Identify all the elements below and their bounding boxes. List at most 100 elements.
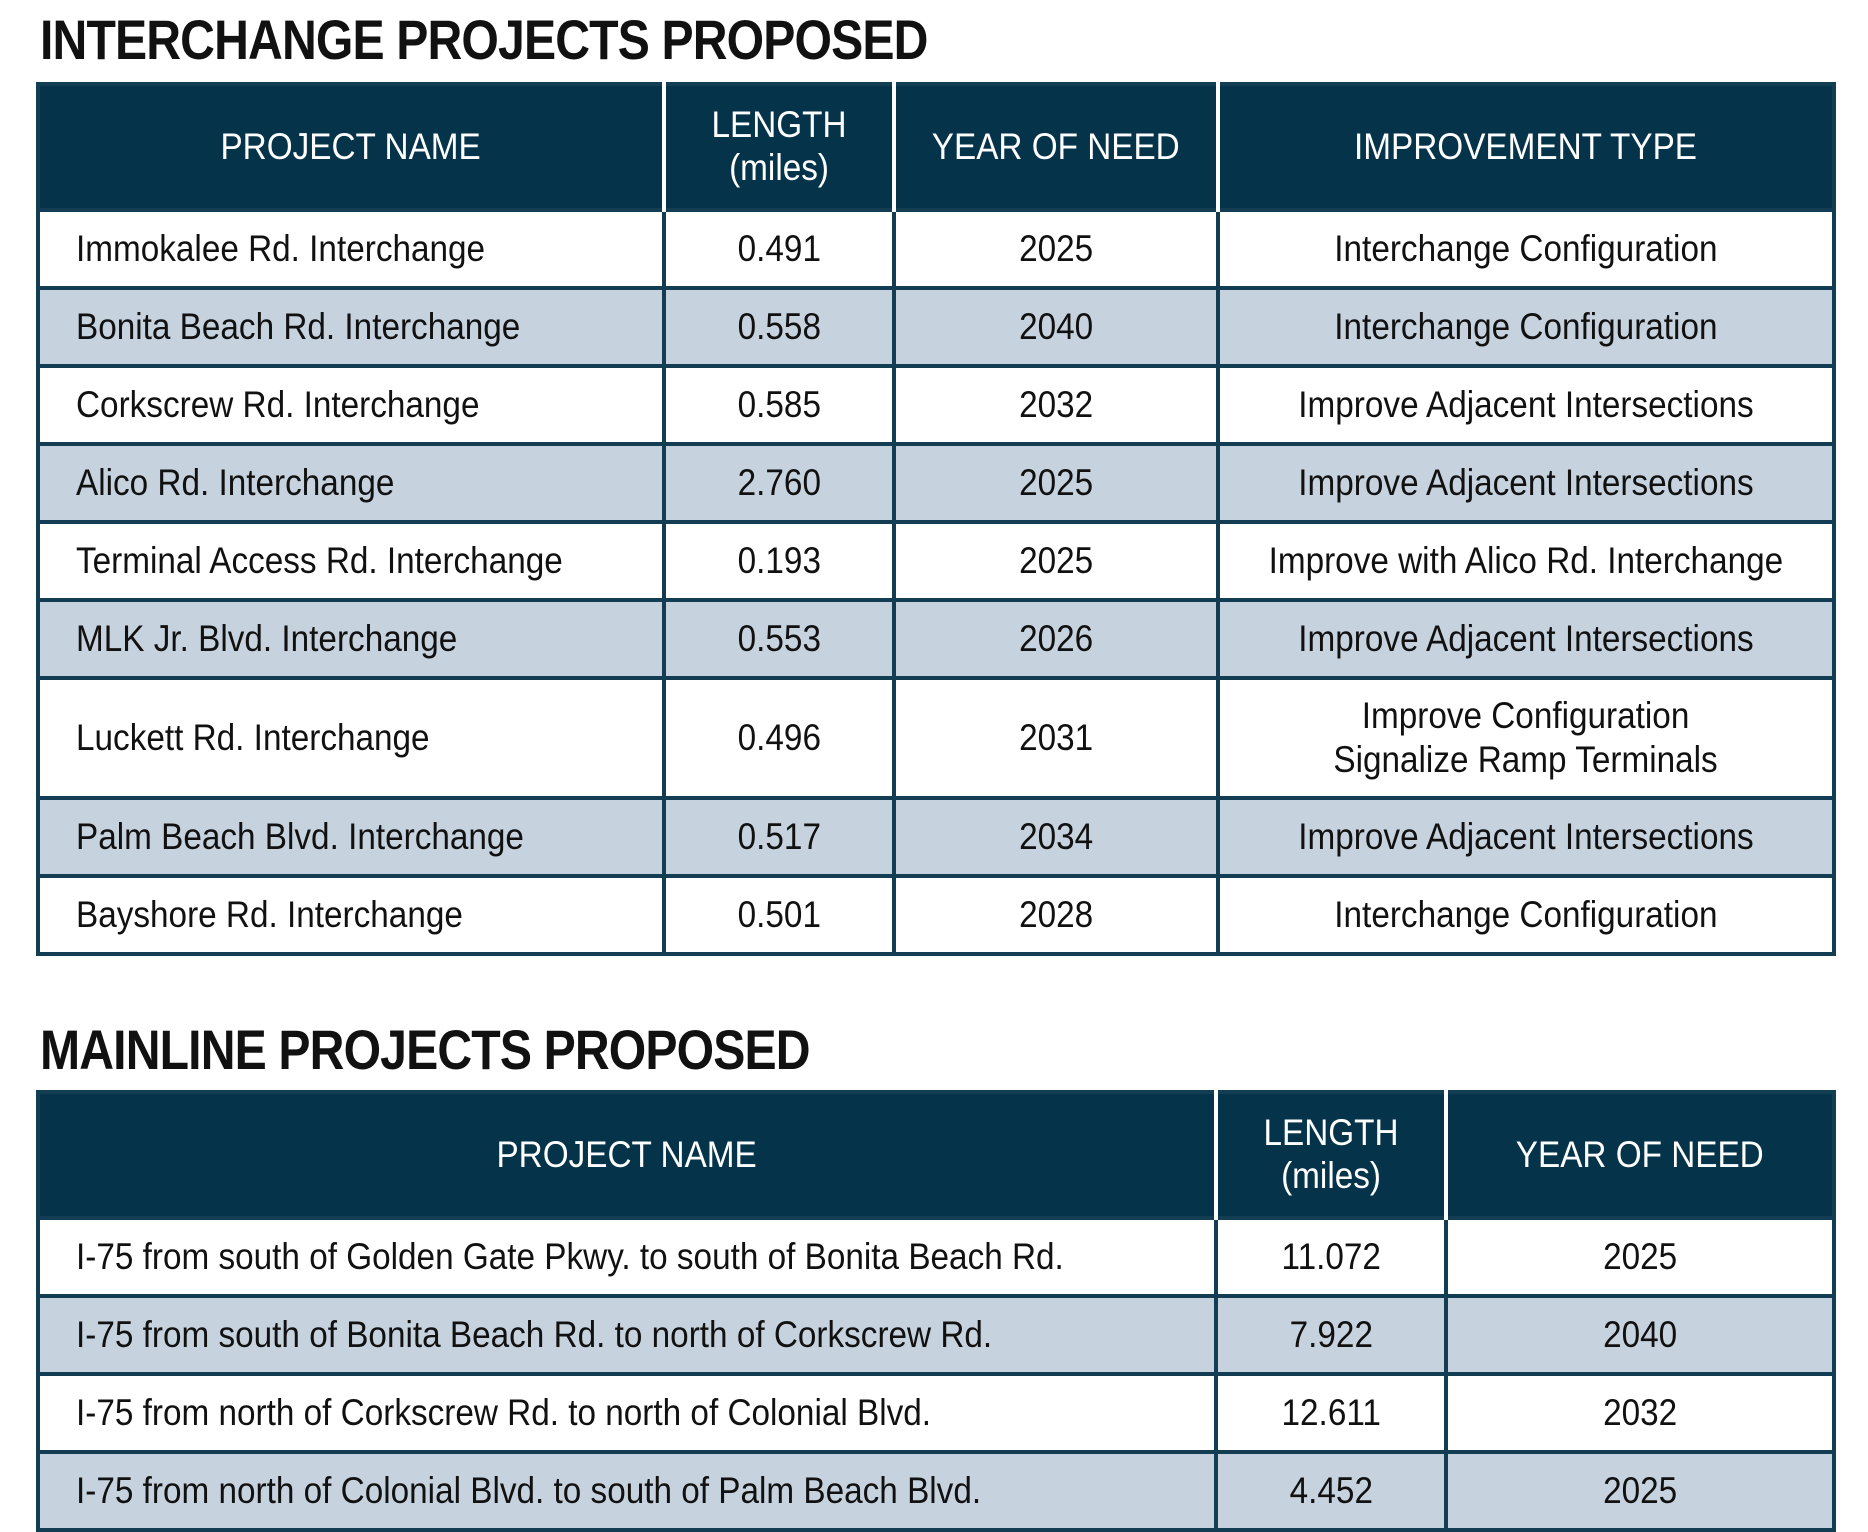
cell-text: Interchange Configuration: [1334, 893, 1718, 935]
cell-text: Bonita Beach Rd. Interchange: [76, 305, 521, 347]
table-header-row: PROJECT NAME LENGTH (miles) YEAR OF NEED…: [38, 84, 1834, 210]
length-cell: 0.517: [662, 796, 894, 876]
cell-text: Improve Adjacent Intersections: [1298, 617, 1754, 659]
improvement-cell: Improve Adjacent Intersections: [1216, 442, 1834, 522]
cell-text: 2040: [1018, 305, 1094, 347]
cell-text: 2026: [1018, 617, 1094, 659]
cell-text: Terminal Access Rd. Interchange: [76, 539, 563, 581]
table-header-row: PROJECT NAME LENGTH (miles) YEAR OF NEED: [38, 1092, 1834, 1218]
table-row: I-75 from north of Corkscrew Rd. to nort…: [38, 1372, 1834, 1452]
project-name-cell: Bayshore Rd. Interchange: [38, 874, 664, 954]
project-name-cell: I-75 from north of Corkscrew Rd. to nort…: [38, 1372, 1216, 1452]
year-cell: 2025: [1444, 1216, 1834, 1296]
column-header-length: LENGTH (miles): [1214, 1092, 1446, 1218]
improvement-cell: Interchange Configuration: [1216, 874, 1834, 954]
cell-text: 2032: [1018, 383, 1094, 425]
header-label: YEAR OF NEED: [932, 125, 1180, 167]
header-label-group: LENGTH (miles): [1263, 1112, 1398, 1197]
cell-text: 2031: [1018, 716, 1094, 758]
improvement-cell: Improve Adjacent Intersections: [1216, 598, 1834, 678]
header-label: LENGTH: [711, 104, 847, 146]
improvement-cell: Improve Adjacent Intersections: [1216, 364, 1834, 444]
table-row: I-75 from south of Golden Gate Pkwy. to …: [38, 1216, 1834, 1296]
cell-text: 0.193: [737, 539, 821, 581]
cell-text: 0.496: [737, 716, 821, 758]
cell-text: 2032: [1602, 1391, 1678, 1433]
cell-text: 2025: [1018, 539, 1094, 581]
cell-text: 2028: [1018, 893, 1094, 935]
column-header-length: LENGTH (miles): [662, 84, 894, 210]
table-row: Terminal Access Rd. Interchange 0.193 20…: [38, 520, 1834, 600]
interchange-section-title: INTERCHANGE PROJECTS PROPOSED: [40, 8, 928, 71]
year-cell: 2028: [892, 874, 1218, 954]
table-row: Luckett Rd. Interchange 0.496 2031 Impro…: [38, 676, 1834, 798]
length-cell: 12.611: [1214, 1372, 1446, 1452]
table-row: Immokalee Rd. Interchange 0.491 2025 Int…: [38, 208, 1834, 288]
column-header-project-name: PROJECT NAME: [38, 1092, 1216, 1218]
length-cell: 0.496: [662, 676, 894, 798]
year-cell: 2025: [892, 520, 1218, 600]
cell-text: 4.452: [1289, 1469, 1373, 1511]
year-cell: 2034: [892, 796, 1218, 876]
header-unit: (miles): [1281, 1155, 1381, 1196]
year-cell: 2026: [892, 598, 1218, 678]
length-cell: 0.558: [662, 286, 894, 366]
project-name-cell: Luckett Rd. Interchange: [38, 676, 664, 798]
cell-text: 0.585: [737, 383, 821, 425]
cell-text: Palm Beach Blvd. Interchange: [76, 815, 524, 857]
cell-text: I-75 from north of Colonial Blvd. to sou…: [76, 1469, 982, 1511]
header-label-group: LENGTH (miles): [711, 104, 846, 189]
length-cell: 0.193: [662, 520, 894, 600]
cell-text: 2025: [1018, 227, 1094, 269]
table-row: MLK Jr. Blvd. Interchange 0.553 2026 Imp…: [38, 598, 1834, 678]
cell-text: 2034: [1018, 815, 1094, 857]
improvement-cell: Improve Configuration Signalize Ramp Ter…: [1216, 676, 1834, 798]
cell-text-group: Improve Configuration Signalize Ramp Ter…: [1334, 694, 1718, 783]
project-name-cell: Bonita Beach Rd. Interchange: [38, 286, 664, 366]
header-label: LENGTH: [1263, 1112, 1399, 1154]
header-label: PROJECT NAME: [220, 125, 482, 167]
length-cell: 0.501: [662, 874, 894, 954]
cell-text: Corkscrew Rd. Interchange: [76, 383, 480, 425]
project-name-cell: Alico Rd. Interchange: [38, 442, 664, 522]
year-cell: 2025: [892, 442, 1218, 522]
cell-text: Luckett Rd. Interchange: [76, 716, 430, 758]
improvement-line-2: Signalize Ramp Terminals: [1333, 739, 1719, 780]
column-header-year-of-need: YEAR OF NEED: [892, 84, 1218, 210]
cell-text: Bayshore Rd. Interchange: [76, 893, 463, 935]
header-label: PROJECT NAME: [496, 1133, 758, 1175]
mainline-projects-table: PROJECT NAME LENGTH (miles) YEAR OF NEED…: [36, 1090, 1836, 1532]
cell-text: 2025: [1602, 1469, 1678, 1511]
year-cell: 2040: [892, 286, 1218, 366]
cell-text: 0.553: [737, 617, 821, 659]
improvement-cell: Interchange Configuration: [1216, 286, 1834, 366]
year-cell: 2032: [1444, 1372, 1834, 1452]
header-unit: (miles): [729, 147, 829, 188]
header-label: IMPROVEMENT TYPE: [1354, 125, 1698, 167]
year-cell: 2025: [1444, 1450, 1834, 1530]
table-row: I-75 from south of Bonita Beach Rd. to n…: [38, 1294, 1834, 1374]
improvement-cell: Interchange Configuration: [1216, 208, 1834, 288]
cell-text: 12.611: [1281, 1391, 1381, 1433]
project-name-cell: Palm Beach Blvd. Interchange: [38, 796, 664, 876]
interchange-projects-table: PROJECT NAME LENGTH (miles) YEAR OF NEED…: [36, 82, 1836, 956]
length-cell: 0.585: [662, 364, 894, 444]
project-name-cell: Immokalee Rd. Interchange: [38, 208, 664, 288]
project-name-cell: I-75 from south of Bonita Beach Rd. to n…: [38, 1294, 1216, 1374]
cell-text: I-75 from south of Golden Gate Pkwy. to …: [76, 1235, 1064, 1277]
cell-text: Alico Rd. Interchange: [76, 461, 395, 503]
table-row: Bayshore Rd. Interchange 0.501 2028 Inte…: [38, 874, 1834, 954]
column-header-year-of-need: YEAR OF NEED: [1444, 1092, 1834, 1218]
improvement-cell: Improve with Alico Rd. Interchange: [1216, 520, 1834, 600]
cell-text: 0.517: [737, 815, 821, 857]
project-name-cell: I-75 from north of Colonial Blvd. to sou…: [38, 1450, 1216, 1530]
project-name-cell: Corkscrew Rd. Interchange: [38, 364, 664, 444]
year-cell: 2025: [892, 208, 1218, 288]
year-cell: 2031: [892, 676, 1218, 798]
length-cell: 2.760: [662, 442, 894, 522]
cell-text: 2.760: [737, 461, 821, 503]
cell-text: Interchange Configuration: [1334, 305, 1718, 347]
table-row: Palm Beach Blvd. Interchange 0.517 2034 …: [38, 796, 1834, 876]
cell-text: Improve with Alico Rd. Interchange: [1268, 539, 1784, 581]
improvement-line-1: Improve Configuration: [1362, 694, 1690, 736]
